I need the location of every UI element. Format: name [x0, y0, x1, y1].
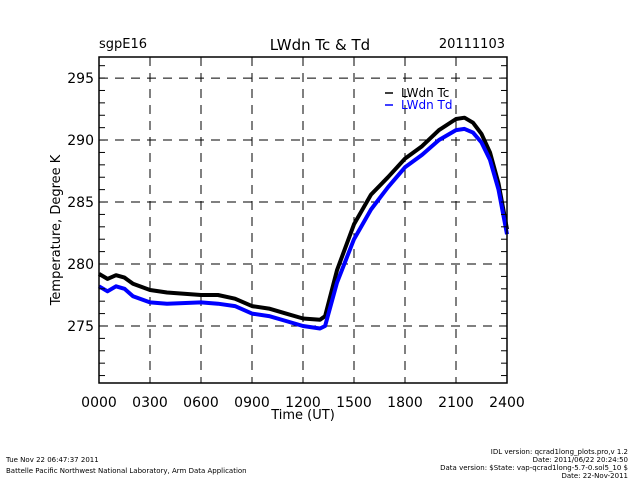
- legend-label: LWdn Td: [401, 98, 452, 112]
- y-tick-label: 280: [67, 257, 94, 273]
- x-tick-label: 0900: [234, 395, 270, 411]
- run-timestamp: Tue Nov 22 06:47:37 2011: [6, 456, 99, 465]
- x-axis-title: Time (UT): [270, 408, 335, 423]
- x-tick-label: 2400: [489, 395, 525, 411]
- y-tick-label: 285: [67, 195, 94, 211]
- x-tick-label: 2100: [438, 395, 474, 411]
- x-tick-label: 1800: [387, 395, 423, 411]
- y-tick-label: 275: [67, 319, 94, 335]
- y-tick-label: 290: [67, 133, 94, 149]
- organization-label: Battelle Pacific Northwest National Labo…: [6, 467, 247, 476]
- x-tick-label: 1500: [336, 395, 372, 411]
- y-axis-title: Temperature, Degree K: [49, 154, 64, 306]
- x-tick-label: 0300: [132, 395, 168, 411]
- x-tick-label: 0000: [81, 395, 117, 411]
- y-tick-label: 295: [67, 71, 94, 87]
- x-tick-label: 0600: [183, 395, 219, 411]
